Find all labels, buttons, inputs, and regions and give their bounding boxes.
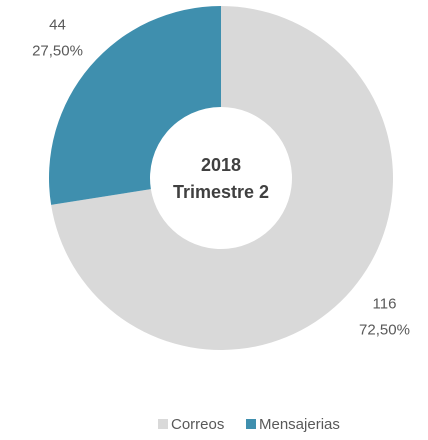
legend-swatch	[246, 419, 256, 429]
value-label: 116	[373, 296, 397, 313]
center-subtitle: Trimestre 2	[173, 182, 269, 202]
donut-slice	[51, 6, 393, 351]
percentage-label: 27,50%	[32, 42, 83, 59]
legend-swatch	[158, 419, 168, 429]
donut-slice	[48, 6, 221, 205]
legend-label: Correos	[171, 416, 224, 433]
legend-label: Mensajerias	[259, 416, 340, 433]
percentage-label: 72,50%	[359, 322, 410, 339]
value-label: 44	[49, 16, 66, 33]
center-title: 2018	[201, 155, 241, 175]
